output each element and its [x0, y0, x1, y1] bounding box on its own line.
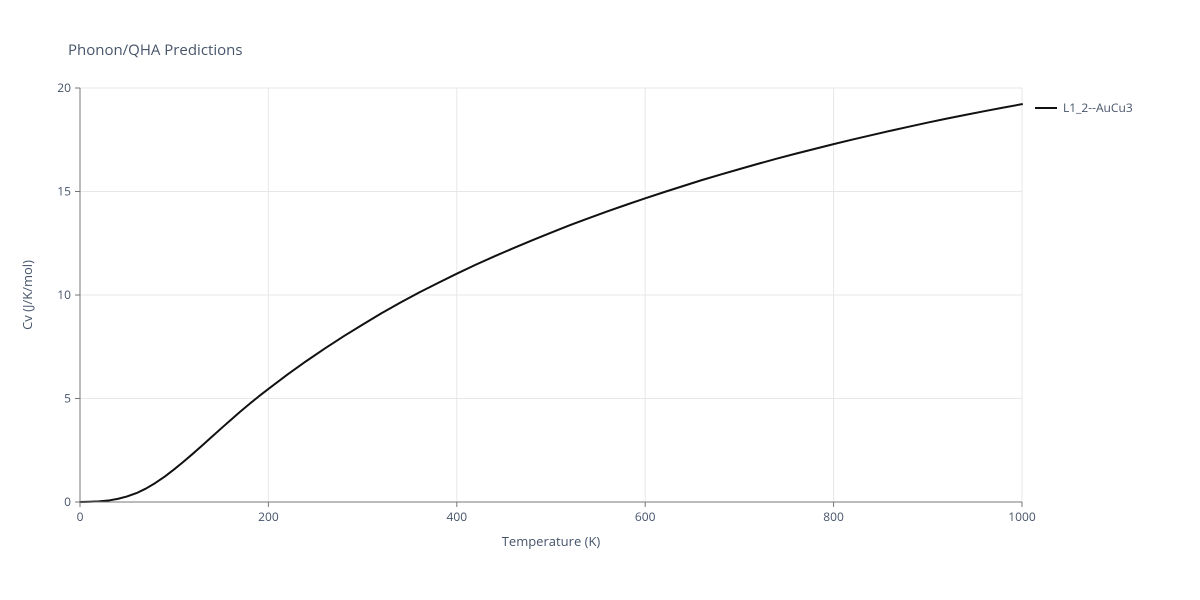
- x-tick-label: 1000: [1008, 508, 1036, 525]
- y-tick-label: 10: [57, 286, 71, 303]
- x-tick-label: 0: [77, 508, 84, 525]
- x-axis-label: Temperature (K): [502, 532, 601, 550]
- chart-title: Phonon/QHA Predictions: [68, 40, 243, 60]
- y-tick-label: 0: [64, 493, 71, 510]
- x-tick-label: 400: [447, 508, 468, 525]
- y-tick-label: 20: [57, 79, 71, 96]
- x-tick-label: 200: [258, 508, 279, 525]
- x-tick-label: 600: [635, 508, 656, 525]
- y-axis-label: Cv (J/K/mol): [18, 260, 36, 330]
- y-tick-label: 15: [57, 183, 71, 200]
- legend-label: L1_2--AuCu3: [1063, 99, 1133, 116]
- chart-svg: 0 200 400 600 800 1000 0 5 10 15 20 Temperature (K)…: [0, 0, 1200, 600]
- x-tick-label: 800: [823, 508, 844, 525]
- chart-container: Phonon/QHA Predictions 02004006008001000…: [0, 0, 1200, 600]
- y-tick-label: 5: [64, 390, 71, 407]
